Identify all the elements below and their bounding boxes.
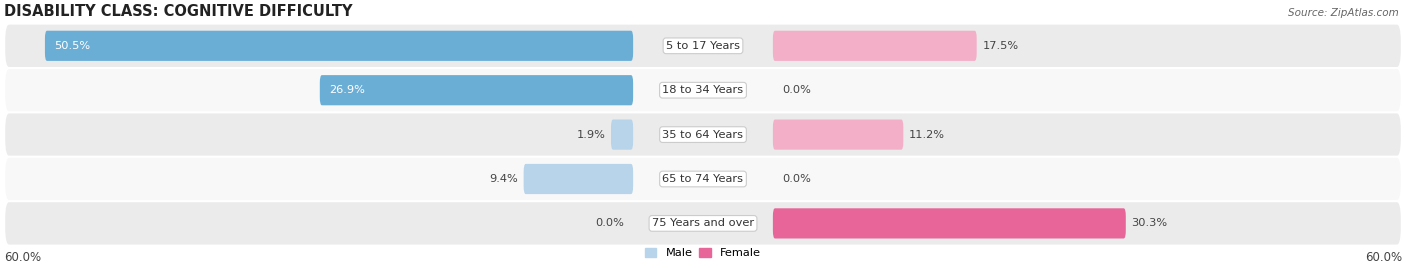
FancyBboxPatch shape <box>319 75 633 105</box>
Text: 60.0%: 60.0% <box>4 251 41 264</box>
Text: 18 to 34 Years: 18 to 34 Years <box>662 85 744 95</box>
Text: 5 to 17 Years: 5 to 17 Years <box>666 41 740 51</box>
FancyBboxPatch shape <box>612 120 633 150</box>
FancyBboxPatch shape <box>4 24 1402 68</box>
Text: 11.2%: 11.2% <box>910 130 945 140</box>
FancyBboxPatch shape <box>4 68 1402 112</box>
FancyBboxPatch shape <box>773 120 903 150</box>
FancyBboxPatch shape <box>45 31 633 61</box>
FancyBboxPatch shape <box>4 112 1402 157</box>
FancyBboxPatch shape <box>773 208 1126 239</box>
Text: 60.0%: 60.0% <box>1365 251 1402 264</box>
Text: 75 Years and over: 75 Years and over <box>652 218 754 228</box>
Text: 0.0%: 0.0% <box>782 85 811 95</box>
Text: DISABILITY CLASS: COGNITIVE DIFFICULTY: DISABILITY CLASS: COGNITIVE DIFFICULTY <box>4 4 353 19</box>
Text: 17.5%: 17.5% <box>983 41 1019 51</box>
Text: 50.5%: 50.5% <box>55 41 90 51</box>
Text: 30.3%: 30.3% <box>1132 218 1168 228</box>
FancyBboxPatch shape <box>773 31 977 61</box>
Text: 9.4%: 9.4% <box>489 174 517 184</box>
FancyBboxPatch shape <box>4 201 1402 245</box>
Text: 0.0%: 0.0% <box>595 218 624 228</box>
Text: 0.0%: 0.0% <box>782 174 811 184</box>
Text: Source: ZipAtlas.com: Source: ZipAtlas.com <box>1288 8 1399 18</box>
FancyBboxPatch shape <box>523 164 633 194</box>
Text: 35 to 64 Years: 35 to 64 Years <box>662 130 744 140</box>
Text: 1.9%: 1.9% <box>576 130 605 140</box>
Legend: Male, Female: Male, Female <box>641 243 765 263</box>
Text: 26.9%: 26.9% <box>329 85 366 95</box>
FancyBboxPatch shape <box>4 157 1402 201</box>
Text: 65 to 74 Years: 65 to 74 Years <box>662 174 744 184</box>
